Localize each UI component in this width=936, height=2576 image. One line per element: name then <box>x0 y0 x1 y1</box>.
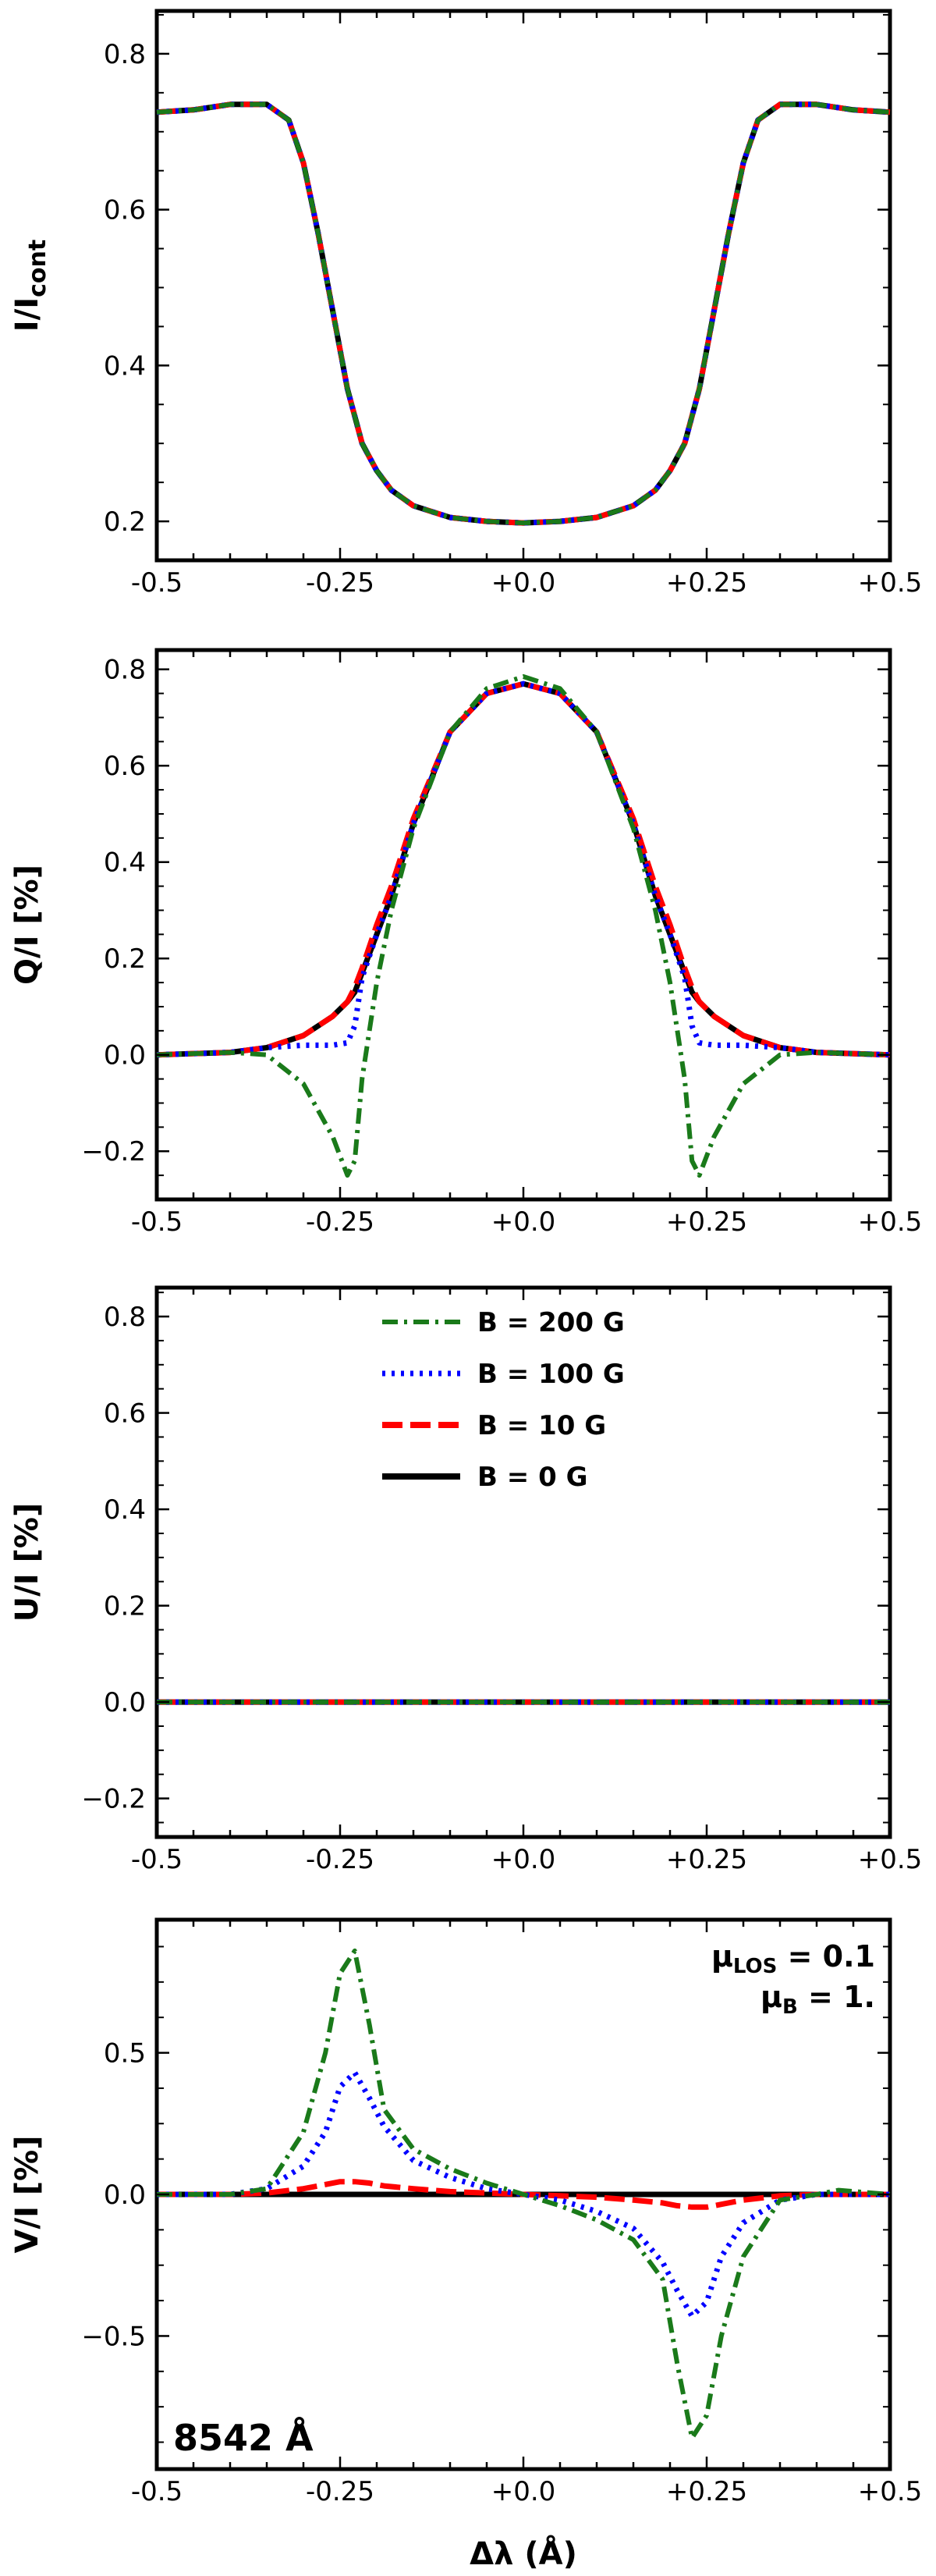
legend-entry-0: B = 0 G <box>382 1462 587 1493</box>
y-tick-label: −0.5 <box>81 2321 146 2352</box>
x-axis-label: Δλ (Å) <box>470 2534 577 2572</box>
panel-intensity: -0.5 -0.25 +0.0 +0.25 +0.5 0.2 0.4 0.6 0.8 I/Ico… <box>9 9 922 599</box>
annotation-mu-los: μLOS = 0.1 <box>711 1939 875 1978</box>
mu-b-symbol: μ <box>760 1980 782 2014</box>
series-0g-line <box>156 680 891 1058</box>
x-tick-label: -0.5 <box>131 1206 183 1238</box>
x-tick-label: +0.5 <box>858 1206 923 1238</box>
x-tick-label: +0.5 <box>858 1844 923 1875</box>
x-tick-label: +0.0 <box>491 567 556 599</box>
x-tick-label: +0.25 <box>666 567 747 599</box>
panel-v: -0.5 -0.25 +0.0 +0.25 +0.5 −0.5 0.0 0.5 V/I [%]… <box>9 1917 922 2572</box>
legend-entry-200: B = 200 G <box>382 1307 625 1338</box>
series-200g-line <box>156 101 891 526</box>
x-tick-label: -0.25 <box>306 1206 374 1238</box>
panel-q-ticks: -0.5 -0.25 +0.0 +0.25 +0.5 −0.2 0.0 0.2 0.4 0.6 0.… <box>81 650 922 1238</box>
x-tick-label: +0.25 <box>666 1844 747 1875</box>
series-100g-line <box>156 680 891 1058</box>
ylabel-sub: cont <box>24 240 51 297</box>
panel-q-frame <box>154 648 892 1202</box>
series-200g-line <box>157 1948 891 2441</box>
legend-entry-10: B = 10 G <box>382 1410 606 1441</box>
y-tick-label: 0.6 <box>104 751 146 782</box>
x-tick-label: +0.25 <box>666 1206 747 1238</box>
y-tick-label: 0.6 <box>104 195 146 226</box>
series-100g-line <box>156 101 891 526</box>
x-tick-label: -0.5 <box>131 1844 183 1875</box>
legend-entry-100: B = 100 G <box>382 1359 625 1390</box>
panel-q: -0.5 -0.25 +0.0 +0.25 +0.5 −0.2 0.0 0.2 0.4 0.6 0.… <box>9 648 922 1238</box>
x-tick-label: -0.5 <box>131 2476 183 2507</box>
legend: B = 200 G B = 100 G B = 10 G B = 0 G <box>382 1307 625 1493</box>
panel-q-series <box>156 674 891 1178</box>
y-axis-label: U/I [%] <box>9 1503 45 1622</box>
annotation-wavelength: 8542 Å <box>173 2417 314 2459</box>
x-tick-label: +0.0 <box>491 1844 556 1875</box>
y-tick-label: 0.0 <box>104 1687 146 1718</box>
series-0g-line <box>156 101 891 526</box>
panel-v-series <box>157 1948 891 2441</box>
y-tick-label: 0.2 <box>104 943 146 975</box>
x-tick-label: +0.5 <box>858 2476 923 2507</box>
y-tick-label: 0.4 <box>104 1494 146 1526</box>
annotation-mu-b: μB = 1. <box>760 1980 875 2019</box>
panel-u-ticks: -0.5 -0.25 +0.0 +0.25 +0.5 −0.2 0.0 0.2 0.4 0.6 0.… <box>81 1288 922 1875</box>
legend-label-0: B = 0 G <box>477 1462 587 1493</box>
mu-los-value: = 0.1 <box>777 1939 875 1974</box>
panel-intensity-frame <box>154 9 892 563</box>
series-10g-line <box>157 2179 890 2210</box>
y-tick-label: −0.2 <box>81 1136 146 1167</box>
y-axis-label: V/I [%] <box>9 2135 45 2253</box>
series-10g-line <box>156 101 891 526</box>
x-tick-label: +0.5 <box>858 567 923 599</box>
y-tick-label: 0.4 <box>104 350 146 382</box>
y-tick-label: −0.2 <box>81 1784 146 1815</box>
y-tick-label: 0.8 <box>104 655 146 686</box>
legend-label-10: B = 10 G <box>477 1410 606 1441</box>
mu-b-sub: B <box>782 1995 798 2019</box>
y-tick-label: 0.0 <box>104 2180 146 2211</box>
y-axis-label: Q/I [%] <box>9 865 45 985</box>
legend-label-200: B = 200 G <box>477 1307 625 1338</box>
mu-los-sub: LOS <box>733 1955 777 1978</box>
x-tick-label: +0.0 <box>491 2476 556 2507</box>
y-tick-label: 0.8 <box>104 1302 146 1333</box>
x-tick-label: -0.25 <box>306 567 374 599</box>
y-axis-label: I/Icont <box>9 240 51 332</box>
panel-u: -0.5 -0.25 +0.0 +0.25 +0.5 −0.2 0.0 0.2 0.4 0.6 0.… <box>9 1285 922 1875</box>
mu-b-value: = 1. <box>798 1980 875 2014</box>
series-200g-line <box>156 674 891 1178</box>
y-tick-label: 0.6 <box>104 1398 146 1430</box>
ylabel-main: I/I <box>9 297 45 332</box>
y-tick-label: 0.2 <box>104 1591 146 1622</box>
legend-label-100: B = 100 G <box>477 1359 625 1390</box>
y-tick-label: 0.0 <box>104 1040 146 1071</box>
panel-intensity-series <box>156 101 891 526</box>
y-tick-label: 0.8 <box>104 39 146 70</box>
x-tick-label: -0.25 <box>306 2476 374 2507</box>
series-10g-line <box>156 680 891 1058</box>
y-tick-label: 0.2 <box>104 506 146 538</box>
panel-intensity-ylabel: I/Icont <box>9 240 51 332</box>
x-tick-label: +0.25 <box>666 2476 747 2507</box>
y-tick-label: 0.4 <box>104 847 146 879</box>
panel-intensity-ticks: -0.5 -0.25 +0.0 +0.25 +0.5 0.2 0.4 0.6 0.8 <box>104 11 922 599</box>
x-tick-label: +0.0 <box>491 1206 556 1238</box>
series-100g-line <box>157 2070 890 2319</box>
panel-v-ticks: -0.5 -0.25 +0.0 +0.25 +0.5 −0.5 0.0 0.5 <box>81 1920 922 2507</box>
y-tick-label: 0.5 <box>104 2038 146 2070</box>
mu-los-symbol: μ <box>711 1939 733 1974</box>
x-tick-label: -0.25 <box>306 1844 374 1875</box>
x-tick-label: -0.5 <box>131 567 183 599</box>
